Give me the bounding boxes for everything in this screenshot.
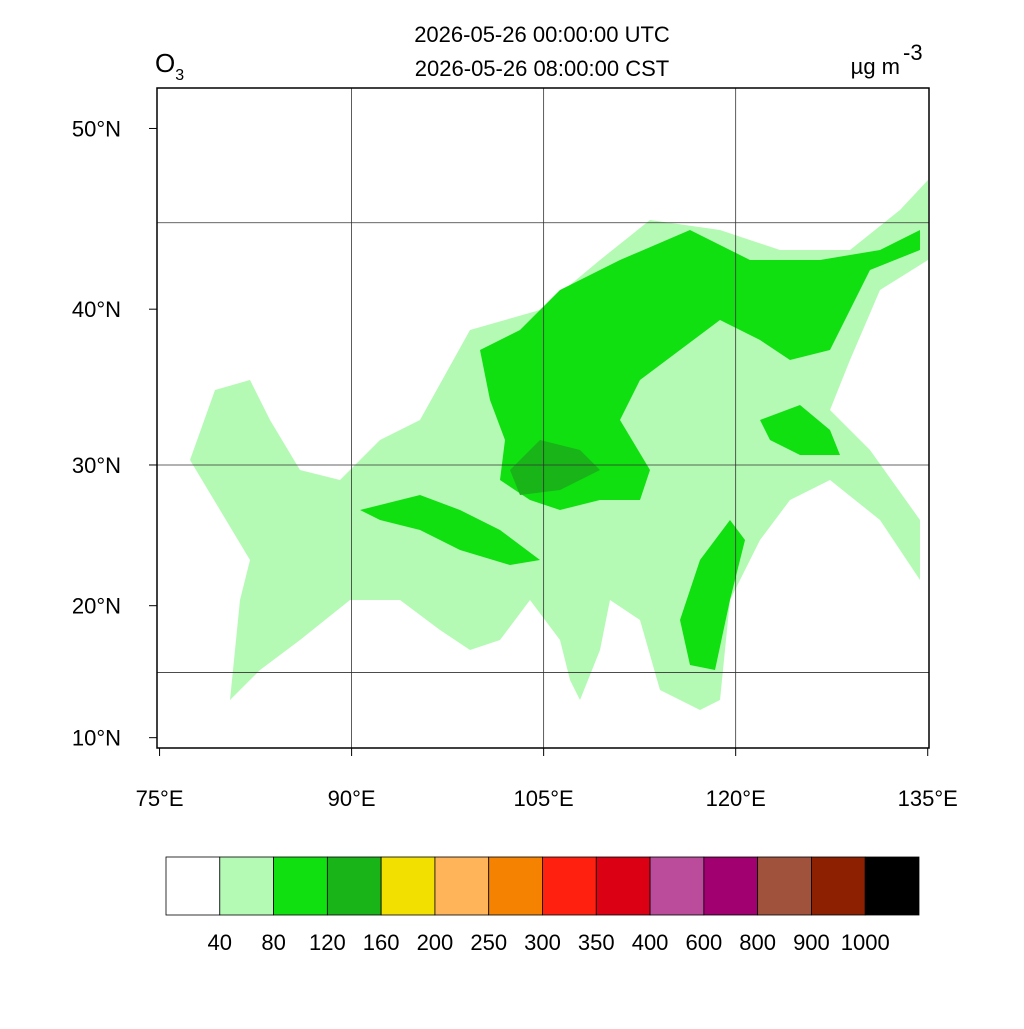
ozone-green <box>760 405 840 455</box>
y-tick-label: 40°N <box>72 297 121 322</box>
colorbar-label: 600 <box>685 930 722 955</box>
colorbar-label: 900 <box>793 930 830 955</box>
colorbar-box <box>811 856 866 916</box>
colorbar-box <box>649 856 705 916</box>
y-tick-label: 30°N <box>72 453 121 478</box>
colorbar: 40 80 120 160 200 250 300 350 400 600 800 900 1000 <box>165 856 920 955</box>
colorbar-box <box>703 856 759 916</box>
unit-superscript: -3 <box>903 40 923 65</box>
x-tick-label: 120°E <box>706 786 766 811</box>
ozone-green <box>680 520 745 670</box>
colorbar-label: 250 <box>470 930 507 955</box>
colorbar-label: 400 <box>632 930 669 955</box>
colorbar-label: 800 <box>739 930 776 955</box>
title-line: 2026-05-26 08:00:00 CST <box>415 56 669 81</box>
colorbar-box <box>595 856 651 916</box>
colorbar-label: 350 <box>578 930 615 955</box>
colorbar-label: 40 <box>208 930 232 955</box>
colorbar-box <box>488 856 543 916</box>
colorbar-box <box>273 856 328 916</box>
x-tick-label: 135°E <box>898 786 958 811</box>
colorbar-label: 160 <box>363 930 400 955</box>
y-tick-label: 20°N <box>72 594 121 619</box>
colorbar-label: 1000 <box>841 930 890 955</box>
x-tick-label: 75°E <box>136 786 184 811</box>
colorbar-box <box>165 856 221 916</box>
map-frame <box>156 87 930 749</box>
colorbar-box <box>757 856 812 916</box>
variable-subscript: 3 <box>175 67 184 84</box>
colorbar-box <box>864 856 920 916</box>
ozone-green <box>480 230 920 510</box>
y-tick-label: 10°N <box>72 726 121 751</box>
variable-text: O <box>155 48 175 78</box>
colorbar-box <box>542 856 597 916</box>
ozone-green <box>360 495 540 565</box>
colorbar-box <box>380 856 436 916</box>
unit-label: µg m <box>851 54 900 79</box>
variable-label: O3 <box>155 48 184 84</box>
title-line: 2026-05-26 00:00:00 UTC <box>414 22 670 47</box>
x-tick-label: 105°E <box>514 786 574 811</box>
colorbar-label: 200 <box>417 930 454 955</box>
colorbar-label: 300 <box>524 930 561 955</box>
x-tick-label: 90°E <box>328 786 376 811</box>
axes: 75°E 90°E 105°E 120°E 135°E 10°N 20°N 30°N 40°N 5… <box>72 88 958 811</box>
ozone-dark <box>510 440 600 495</box>
colorbar-label: 80 <box>261 930 285 955</box>
colorbar-box <box>326 856 382 916</box>
y-tick-label: 50°N <box>72 116 121 141</box>
colorbar-box <box>219 856 274 916</box>
colorbar-box <box>434 856 490 916</box>
field <box>190 180 928 710</box>
colorbar-label: 120 <box>309 930 346 955</box>
